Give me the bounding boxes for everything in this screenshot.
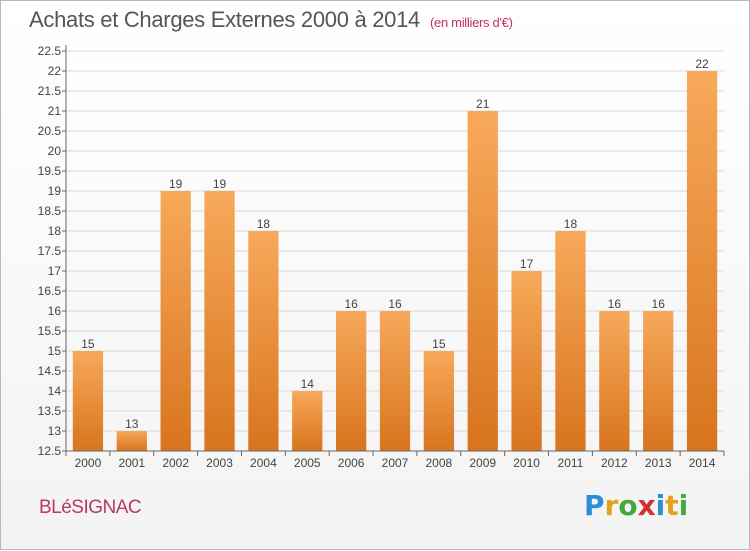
y-tick-label: 13.5: [38, 404, 62, 418]
x-tick-label-2007: 2007: [382, 456, 409, 470]
y-tick-label: 20.5: [38, 124, 62, 138]
x-tick-label-2011: 2011: [558, 456, 584, 470]
brand-letter: r: [604, 489, 619, 522]
bar-2003: [204, 191, 235, 451]
axes: [65, 45, 724, 452]
brand-letter: i: [655, 489, 666, 522]
value-label-2005: 14: [301, 377, 315, 391]
bar-2011: [555, 231, 586, 451]
bar-2005: [292, 391, 323, 451]
value-label-2004: 18: [257, 217, 271, 231]
brand-letter: t: [665, 489, 679, 522]
x-tick-label-2003: 2003: [206, 456, 233, 470]
value-label-2002: 19: [169, 177, 183, 191]
bar-2010: [511, 271, 542, 451]
y-tick-label: 18: [48, 224, 62, 238]
y-tick-label: 20: [48, 144, 62, 158]
value-label-2008: 15: [432, 337, 446, 351]
bar-2014: [686, 71, 718, 451]
y-tick-label: 12.5: [38, 444, 62, 458]
value-label-2012: 16: [608, 297, 622, 311]
bars: [72, 71, 718, 451]
bar-2006: [335, 311, 367, 451]
bar-2004: [248, 231, 279, 451]
title-text: Achats et Charges Externes 2000 à 2014: [29, 7, 420, 32]
y-tick-label: 19: [48, 184, 62, 198]
brand-logo: Proxiti: [584, 489, 688, 522]
y-tick-label: 17: [48, 264, 62, 278]
bar-2002: [160, 191, 191, 451]
value-label-2001: 13: [125, 417, 139, 431]
y-tick-label: 19.5: [38, 164, 62, 178]
y-tick-label: 14: [48, 384, 62, 398]
x-tick-label-2004: 2004: [250, 456, 277, 470]
value-label-2011: 18: [564, 217, 578, 231]
x-tick-label-2010: 2010: [513, 456, 540, 470]
brand-letter: x: [637, 489, 656, 522]
y-tick-label: 21.5: [38, 84, 62, 98]
value-label-2007: 16: [388, 297, 402, 311]
bar-2000: [72, 351, 104, 451]
x-tick-label-2006: 2006: [338, 456, 365, 470]
value-label-2009: 21: [476, 97, 490, 111]
y-tick-label: 17.5: [38, 244, 62, 258]
y-tick-label: 22.5: [38, 44, 62, 58]
bar-2013: [643, 311, 674, 451]
commune-name: BLéSIGNAC: [39, 497, 142, 518]
x-tick-label-2008: 2008: [426, 456, 453, 470]
value-labels: 15 13 19 19 18 14 16 16 15 21 17 18 16 16 22: [81, 57, 709, 431]
bar-2009: [467, 111, 498, 451]
x-tick-label-2014: 2014: [689, 456, 716, 470]
y-axis-ticks: 12.5 13 13.5 14 14.5 15 15.5 16 16.5 17 17.5 18 18.5…: [38, 44, 66, 458]
value-label-2014: 22: [695, 57, 709, 71]
y-tick-label: 21: [48, 104, 62, 118]
x-tick-label-2013: 2013: [645, 456, 672, 470]
x-tick-label-2002: 2002: [162, 456, 189, 470]
y-tick-label: 16.5: [38, 284, 62, 298]
chart-title: Achats et Charges Externes 2000 à 2014 (e…: [29, 7, 513, 33]
value-label-2010: 17: [520, 257, 534, 271]
x-tick-label-2009: 2009: [469, 456, 496, 470]
title-unit: (en milliers d'€): [429, 15, 513, 30]
y-tick-label: 14.5: [38, 364, 62, 378]
bar-2001: [116, 431, 147, 451]
bar-2007: [379, 311, 411, 451]
y-tick-label: 22: [48, 64, 62, 78]
y-tick-label: 18.5: [38, 204, 62, 218]
value-label-2013: 16: [652, 297, 666, 311]
y-tick-label: 16: [48, 304, 62, 318]
value-label-2000: 15: [81, 337, 95, 351]
brand-letter: i: [678, 489, 689, 522]
bar-2008: [423, 351, 455, 451]
y-tick-label: 13: [48, 424, 62, 438]
x-tick-label-2000: 2000: [75, 456, 102, 470]
x-tick-label-2012: 2012: [601, 456, 628, 470]
value-label-2006: 16: [344, 297, 358, 311]
x-tick-label-2005: 2005: [294, 456, 321, 470]
x-axis-ticks: 2000 2001 2002 2003 2004 2005 2006 2007 2008 2009…: [65, 451, 725, 470]
bar-2012: [599, 311, 630, 451]
y-tick-label: 15: [48, 344, 62, 358]
brand-letter: o: [618, 489, 638, 522]
x-tick-label-2001: 2001: [118, 456, 145, 470]
brand-letter: P: [584, 489, 605, 522]
value-label-2003: 19: [213, 177, 227, 191]
y-tick-label: 15.5: [38, 324, 62, 338]
